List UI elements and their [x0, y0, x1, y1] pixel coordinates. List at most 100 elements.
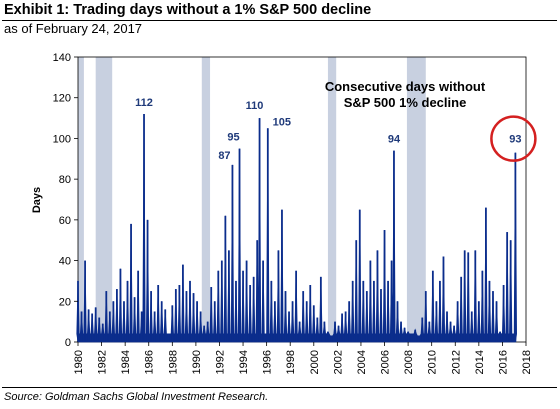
series-bar: [80, 311, 83, 342]
x-tick-label: 1992: [214, 350, 226, 374]
series-bar: [185, 291, 188, 342]
series-bar: [224, 215, 227, 342]
series-bar: [245, 260, 248, 342]
source-divider: [2, 387, 557, 388]
series-bar: [373, 280, 375, 342]
series-bar: [393, 150, 395, 342]
series-bar: [431, 270, 434, 342]
y-tick-label: 140: [53, 52, 71, 64]
series-bar: [94, 307, 97, 342]
series-bar: [87, 309, 90, 342]
series-bar: [337, 325, 340, 342]
chart-subtitle: as of February 24, 2017: [4, 21, 143, 36]
series-bar: [252, 276, 255, 342]
series-bar: [414, 329, 417, 342]
series-bar: [249, 285, 252, 342]
series-bar: [380, 289, 382, 342]
x-tick-label: 2016: [497, 350, 509, 374]
series-bar: [130, 223, 132, 342]
series-bar: [284, 291, 287, 342]
series-bar: [123, 301, 125, 342]
series-bar: [273, 301, 276, 342]
series-bar: [424, 291, 427, 342]
series-bar: [238, 148, 241, 342]
series-bar: [302, 291, 305, 342]
series-bar: [164, 309, 167, 342]
y-tick-label: 20: [59, 296, 71, 308]
y-tick-label: 120: [53, 93, 71, 105]
series-bar: [421, 317, 424, 342]
series-bar: [174, 289, 177, 342]
peak-label: 94: [388, 134, 401, 146]
series-bar: [470, 311, 473, 342]
series-bar: [160, 301, 163, 342]
series-bar: [351, 280, 354, 342]
series-bar: [266, 128, 269, 342]
series-bar: [199, 311, 202, 342]
x-tick-label: 2012: [450, 350, 462, 374]
series-bar: [319, 276, 322, 342]
series-bar: [119, 268, 122, 342]
series-bar: [481, 270, 484, 342]
peak-labels: 112 87 95 110 105 94 93: [135, 97, 521, 162]
series-bar: [463, 250, 466, 342]
series-bar: [137, 270, 140, 342]
series-bar: [305, 301, 308, 342]
series-bar: [140, 311, 143, 342]
series-bar: [126, 280, 129, 342]
series-bar: [362, 280, 365, 342]
series-bar: [509, 240, 512, 342]
x-tick-label: 2008: [403, 350, 415, 374]
series-bar: [256, 240, 259, 342]
series-bar: [228, 250, 230, 342]
x-tick-label: 2014: [474, 350, 486, 374]
series-bar: [178, 285, 181, 342]
series-bar: [108, 311, 111, 342]
y-tick-label: 40: [59, 256, 71, 268]
series-bar: [189, 280, 191, 342]
series-bar: [417, 335, 420, 342]
x-tick-label: 1994: [238, 350, 250, 374]
x-tick-label: 1982: [97, 350, 109, 374]
series-bar: [291, 301, 294, 342]
series-bar: [449, 321, 452, 342]
x-tick-label: 1984: [120, 350, 132, 374]
peak-label: 95: [227, 132, 239, 144]
y-tick-label: 0: [65, 337, 71, 349]
axes: 0 20 40 60 80 100 120 140 1980 1982 1984 1986 1988 19…: [53, 52, 533, 374]
x-tick-label: 1990: [191, 350, 203, 374]
series-bar: [150, 291, 152, 342]
series-bar: [477, 301, 480, 342]
y-axis-label: Days: [31, 187, 43, 213]
series-bar: [217, 270, 220, 342]
series-bar: [369, 260, 372, 342]
series-bar: [327, 331, 329, 342]
series-bar: [407, 331, 410, 342]
series-bar: [231, 164, 234, 342]
recession-band: [78, 57, 84, 342]
recession-band: [95, 57, 113, 342]
y-tick-label: 60: [59, 215, 71, 227]
series-bar: [220, 260, 223, 342]
x-tick-label: 2018: [521, 350, 533, 374]
x-tick-label: 1986: [144, 350, 156, 374]
series-bar: [410, 333, 413, 342]
x-tick-label: 1980: [73, 350, 85, 374]
series-bar: [101, 323, 104, 342]
latest-value-highlight-circle: [490, 115, 537, 162]
series-bar: [453, 325, 455, 342]
series-bar: [262, 260, 264, 342]
series-bar: [242, 270, 244, 342]
x-tick-label: 2010: [427, 350, 439, 374]
series-bar: [376, 250, 379, 342]
series-bar: [298, 321, 301, 342]
series-bar: [84, 260, 86, 342]
x-tick-label: 2006: [380, 350, 392, 374]
series-bar: [341, 313, 343, 342]
x-tick-label: 1988: [167, 350, 179, 374]
series-bar: [213, 301, 216, 342]
series-bar: [157, 285, 160, 342]
series-bar: [143, 114, 145, 342]
series-bar: [309, 285, 312, 342]
